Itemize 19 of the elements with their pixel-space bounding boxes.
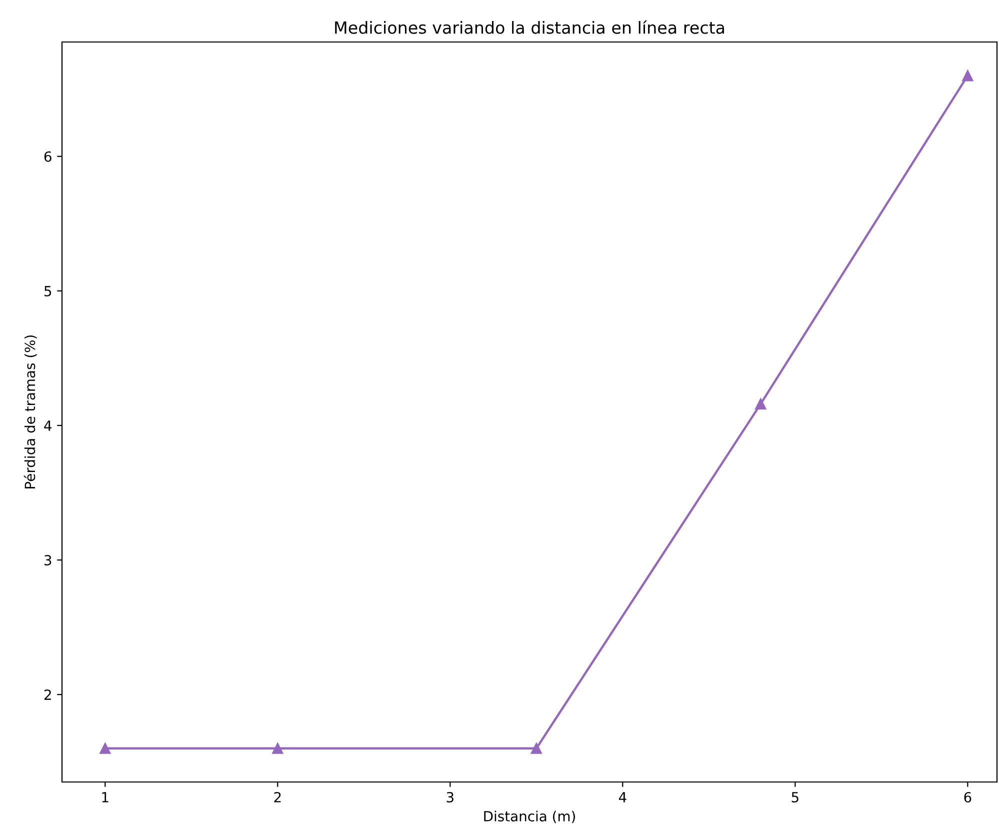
- x-axis-title: Distancia (m): [484, 810, 575, 824]
- x-tick-label: 1: [102, 792, 108, 802]
- point: [272, 742, 284, 754]
- x-tick-label: 6: [964, 792, 972, 802]
- x-tick-label: 3: [446, 792, 454, 802]
- point: [100, 742, 111, 754]
- y-tick-label: 3: [44, 554, 52, 566]
- y-tick-label: 5: [44, 286, 52, 296]
- chart-title: Mediciones variando la distancia en línea recta: [335, 20, 724, 34]
- y-tick-label: 4: [44, 420, 52, 431]
- x-tick-label: 2: [274, 792, 281, 802]
- y-axis-title: Pérdida de tramas (%): [24, 335, 37, 488]
- point: [755, 398, 766, 410]
- y-tick-label: 6: [44, 151, 52, 162]
- point: [962, 70, 974, 82]
- x-tick-label: 4: [618, 792, 626, 802]
- y-tick-label: 2: [44, 690, 51, 700]
- point: [530, 742, 542, 754]
- x-tick-label: 5: [792, 792, 798, 802]
